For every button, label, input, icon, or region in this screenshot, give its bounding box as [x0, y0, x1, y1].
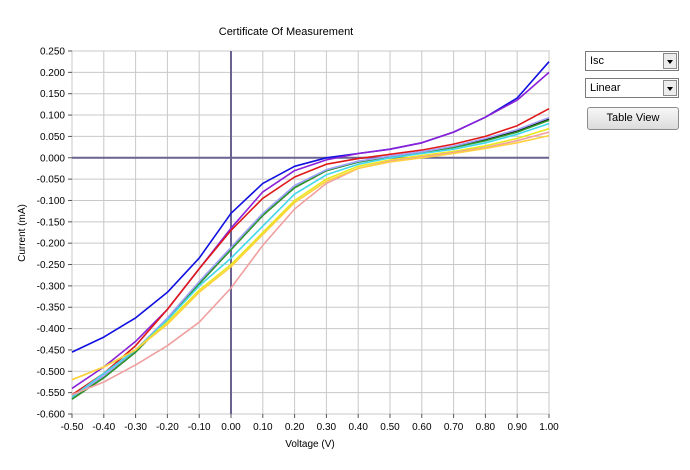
- y-tick-label: -0.200: [37, 239, 66, 250]
- y-tick-label: -0.550: [37, 388, 66, 399]
- x-tick-label: 0.60: [412, 422, 432, 433]
- x-tick-label: -0.30: [124, 422, 147, 433]
- x-tick-labels: -0.50 -0.40 -0.30 -0.20 -0.10 0.00 0.10 0.20 0.3…: [61, 414, 559, 433]
- y-tick-label: 0.250: [40, 47, 65, 58]
- x-tick-label: 0.70: [444, 422, 464, 433]
- y-tick-label: -0.500: [37, 367, 66, 378]
- x-tick-label: 0.00: [221, 422, 241, 433]
- y-tick-label: -0.400: [37, 324, 66, 335]
- y-tick-label: -0.250: [37, 260, 66, 271]
- series-lines: [71, 61, 550, 400]
- x-tick-label: -0.10: [188, 422, 211, 433]
- y-tick-label: -0.050: [37, 175, 66, 186]
- x-tick-label: -0.50: [61, 422, 84, 433]
- y-tick-label: -0.100: [37, 196, 66, 207]
- series-line-2: [71, 71, 550, 390]
- y-tick-label: 0.100: [40, 111, 65, 122]
- x-tick-label: -0.40: [92, 422, 115, 433]
- x-tick-label: 0.40: [348, 422, 368, 433]
- chart-title: Certificate Of Measurement: [219, 26, 354, 38]
- x-tick-label: 1.00: [539, 422, 559, 433]
- x-axis-label: Voltage (V): [285, 439, 334, 450]
- y-tick-label: -0.350: [37, 303, 66, 314]
- y-tick-label: -0.600: [37, 410, 66, 421]
- y-axis-label: Current (mA): [17, 204, 28, 262]
- x-tick-label: 0.50: [380, 422, 400, 433]
- scale-dropdown[interactable]: Linear: [585, 78, 679, 98]
- table-view-button[interactable]: Table View: [587, 107, 679, 130]
- x-tick-label: 0.10: [253, 422, 273, 433]
- chevron-down-icon[interactable]: [663, 80, 677, 96]
- zero-axes: [72, 51, 549, 414]
- y-tick-label: -0.450: [37, 345, 66, 356]
- series-line-8: [71, 127, 550, 381]
- y-tick-label: 0.000: [40, 153, 65, 164]
- measure-dropdown[interactable]: Isc: [585, 51, 679, 71]
- series-line-7: [71, 122, 550, 398]
- y-tick-label: -0.150: [37, 217, 66, 228]
- y-tick-labels: 0.250 0.200 0.150 0.100 0.050 0.000 -0.050 -0.1…: [37, 47, 72, 421]
- series-line-10: [71, 134, 550, 381]
- x-tick-label: 0.20: [285, 422, 305, 433]
- y-tick-label: 0.150: [40, 89, 65, 100]
- series-line-3: [71, 107, 550, 396]
- x-tick-label: 0.90: [507, 422, 527, 433]
- x-tick-label: -0.20: [156, 422, 179, 433]
- x-tick-label: 0.30: [317, 422, 337, 433]
- chevron-down-icon[interactable]: [663, 53, 677, 69]
- measure-dropdown-value: Isc: [590, 55, 605, 67]
- scale-dropdown-value: Linear: [590, 82, 621, 94]
- series-line-9: [71, 131, 550, 396]
- y-tick-label: -0.300: [37, 281, 66, 292]
- y-tick-label: 0.200: [40, 68, 65, 79]
- y-tick-label: 0.050: [40, 132, 65, 143]
- x-tick-label: 0.80: [476, 422, 496, 433]
